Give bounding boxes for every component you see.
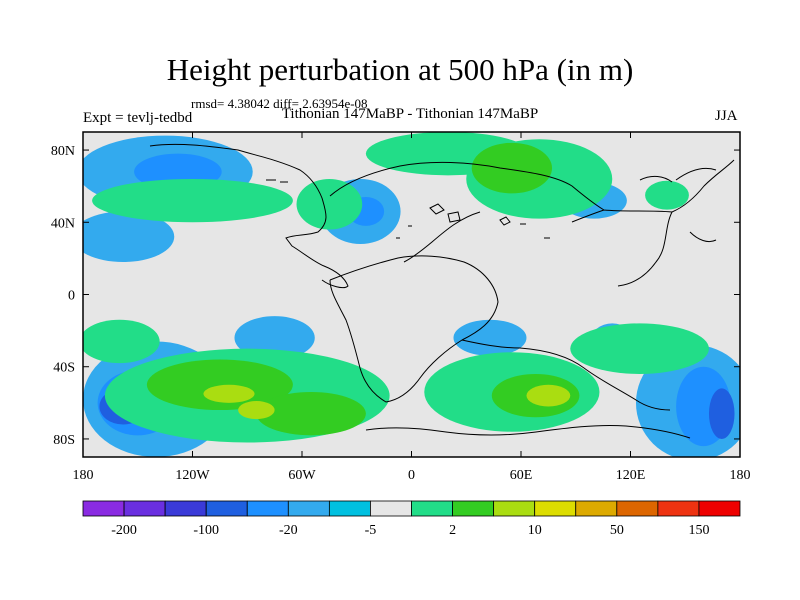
colorbar-box (246, 500, 289, 517)
plot-title: Height perturbation at 500 hPa (in m) (166, 52, 634, 87)
contour-region (203, 384, 255, 403)
colorbar-box (411, 500, 453, 517)
colorbar-box (123, 500, 166, 517)
colorbar-box (205, 500, 248, 517)
colorbar-label: -100 (193, 523, 219, 538)
contour-region (83, 319, 160, 364)
colorbar-box (370, 500, 412, 517)
colorbar-box (452, 500, 495, 517)
colorbar-label: -20 (279, 523, 298, 538)
colorbar-label: -5 (365, 523, 377, 538)
colorbar-box (287, 500, 330, 517)
contour-region (296, 178, 363, 230)
y-tick-label: 80S (53, 433, 75, 448)
contour-region (570, 323, 709, 374)
colorbar-box (575, 500, 618, 517)
coastline-laurasia (329, 159, 735, 287)
colorbar-box (328, 500, 371, 517)
rmsd-diff-stats: rmsd= 4.38042 diff= 2.63954e-08 (191, 96, 368, 111)
x-tick-label: 120E (616, 468, 646, 483)
colorbar-box (657, 500, 700, 517)
contour-region (83, 211, 175, 262)
colorbar-box (616, 500, 659, 517)
coastline-antarctica (365, 424, 691, 439)
y-tick-label: 40S (53, 361, 75, 376)
colorbar-box (164, 500, 207, 517)
season-label: JJA (715, 108, 738, 124)
contour-level-5 (203, 384, 571, 420)
coastline-gondwana (329, 255, 671, 411)
x-tick-label: 60E (510, 468, 533, 483)
y-tick-label: 80N (51, 144, 75, 159)
x-tick-label: 120W (175, 468, 210, 483)
colorbar-label: 150 (688, 523, 709, 538)
coastline-islands (266, 179, 550, 239)
colorbar-box (534, 500, 577, 517)
y-tick-label: 0 (68, 289, 75, 304)
contour-region (234, 316, 315, 360)
contour-region (146, 359, 293, 411)
experiment-label: Expt = tevlj-tedbd (83, 110, 193, 126)
colorbar-label: 10 (528, 523, 542, 538)
x-tick-label: 60W (288, 468, 316, 483)
contour-region (256, 392, 366, 436)
x-tick-label: 0 (408, 468, 415, 483)
contour-region (645, 180, 689, 210)
colorbar-label: 50 (610, 523, 624, 538)
y-tick-label: 40N (51, 216, 75, 231)
height-perturbation-field (83, 132, 740, 457)
colorbar-box (493, 500, 536, 517)
contour-region (708, 388, 735, 439)
contour-region (526, 384, 571, 407)
contour-region (238, 401, 275, 420)
map-panel: 180 120W 60W 0 60E 120E 180 80N 40N 0 40S 80S (51, 131, 751, 483)
coastline-north-america (149, 143, 349, 289)
colorbar-box (698, 500, 741, 517)
coastline-east-asia (639, 167, 717, 243)
contour-region (92, 178, 293, 223)
colorbar: -200 -100 -20 -5 2 10 50 150 (82, 500, 741, 538)
period-subtitle: Tithonian 147MaBP - Tithonian 147MaBP (281, 106, 539, 122)
x-tick-label: 180 (73, 468, 94, 483)
x-tick-label: 180 (730, 468, 751, 483)
colorbar-label: -200 (111, 523, 137, 538)
contour-region (471, 142, 553, 194)
colorbar-box (82, 500, 125, 517)
axis-ticks: 180 120W 60W 0 60E 120E 180 80N 40N 0 40S 80S (51, 132, 751, 483)
contour-region (453, 319, 527, 356)
colorbar-label: 2 (449, 523, 456, 538)
coastlines (149, 143, 735, 439)
